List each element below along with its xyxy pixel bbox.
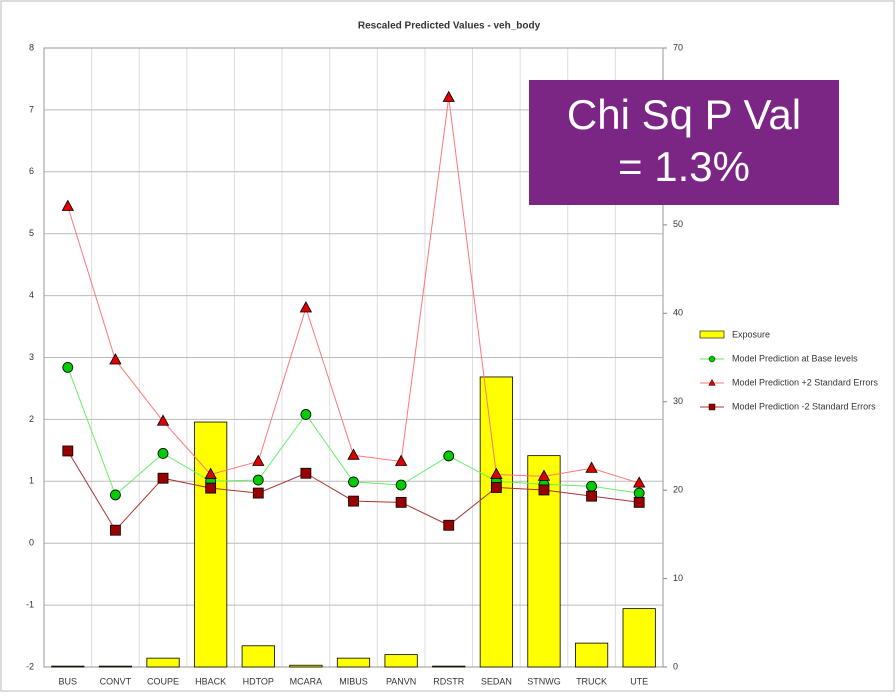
y-tick-label: -1 — [26, 599, 34, 609]
x-tick-label: TRUCK — [576, 676, 607, 686]
x-tick-label: RDSTR — [433, 676, 464, 686]
legend-label: Model Prediction at Base levels — [732, 353, 858, 363]
point — [110, 524, 121, 536]
annotation-text: = 1.3% — [618, 143, 750, 190]
point — [585, 461, 598, 473]
point — [490, 482, 502, 493]
annotation-box — [529, 80, 839, 205]
y2-tick-label: 50 — [673, 219, 683, 229]
x-tick-label: COUPE — [147, 676, 179, 686]
bar — [241, 645, 275, 668]
bar — [384, 654, 418, 668]
legend-marker — [708, 403, 716, 411]
bar — [194, 421, 228, 668]
y-tick-label: 3 — [29, 352, 34, 362]
y-tick-label: 4 — [29, 290, 34, 300]
legend-marker — [708, 378, 716, 386]
point — [348, 495, 359, 507]
legend-label: Exposure — [732, 329, 770, 339]
y-tick-label: 1 — [29, 476, 34, 486]
point — [204, 467, 217, 479]
y2-tick-label: 30 — [673, 396, 683, 406]
bar — [146, 657, 180, 668]
point — [110, 489, 121, 501]
point — [442, 90, 455, 102]
point — [205, 482, 217, 494]
point — [62, 445, 74, 457]
bar — [479, 376, 513, 668]
point — [252, 487, 264, 499]
bar — [432, 665, 466, 668]
bar — [98, 665, 133, 668]
y2-tick-label: 40 — [673, 308, 683, 318]
point — [633, 487, 645, 499]
point — [156, 414, 170, 426]
y-tick-label: 0 — [29, 538, 34, 548]
x-tick-label: MIBUS — [339, 676, 368, 686]
point — [62, 362, 74, 373]
y2-tick-label: 20 — [673, 485, 683, 495]
point — [443, 450, 455, 462]
y-tick-label: 6 — [29, 166, 34, 176]
point — [394, 454, 408, 466]
point — [586, 490, 597, 502]
point — [537, 469, 551, 481]
y-tick-label: 5 — [29, 228, 34, 238]
y-tick-label: 2 — [29, 414, 34, 424]
point — [348, 476, 359, 488]
point — [443, 519, 455, 531]
point — [395, 479, 407, 491]
x-tick-label: STNWG — [527, 676, 561, 686]
chart-title: Rescaled Predicted Values - veh_body — [358, 21, 541, 32]
point — [490, 467, 503, 479]
legend-marker — [708, 355, 716, 363]
x-tick-label: BUS — [59, 676, 78, 686]
x-tick-label: PANVN — [386, 676, 416, 686]
x-tick-label: SEDAN — [481, 676, 512, 686]
y2-tick-label: 70 — [673, 42, 683, 52]
point — [252, 474, 264, 486]
point — [252, 454, 265, 466]
legend-swatch — [699, 330, 725, 339]
bar — [336, 657, 371, 668]
x-tick-label: CONVT — [100, 676, 132, 686]
point — [61, 199, 74, 211]
point — [395, 496, 407, 508]
point — [157, 472, 169, 484]
y-tick-label: 8 — [29, 42, 34, 52]
point — [586, 480, 597, 492]
bar — [289, 664, 323, 668]
point — [633, 496, 645, 508]
legend-label: Model Prediction +2 Standard Errors — [732, 377, 878, 387]
y2-tick-label: 10 — [673, 573, 683, 583]
point — [109, 353, 122, 365]
y2-tick-label: 0 — [673, 661, 678, 671]
x-tick-label: HBACK — [195, 676, 226, 686]
point — [300, 409, 312, 420]
x-tick-label: MCARA — [290, 676, 323, 686]
point — [538, 484, 550, 496]
x-tick-label: UTE — [630, 676, 648, 686]
point — [347, 448, 360, 460]
point — [633, 476, 646, 488]
bar — [574, 642, 609, 668]
legend-label: Model Prediction -2 Standard Errors — [732, 401, 876, 411]
bar — [51, 665, 85, 668]
y-tick-label: -2 — [26, 661, 34, 671]
point — [157, 448, 169, 459]
bar — [622, 608, 656, 668]
y-tick-label: 7 — [29, 104, 34, 114]
x-tick-label: HDTOP — [243, 676, 274, 686]
point — [300, 467, 312, 479]
point — [299, 301, 313, 313]
annotation-text: Chi Sq P Val — [567, 91, 801, 138]
